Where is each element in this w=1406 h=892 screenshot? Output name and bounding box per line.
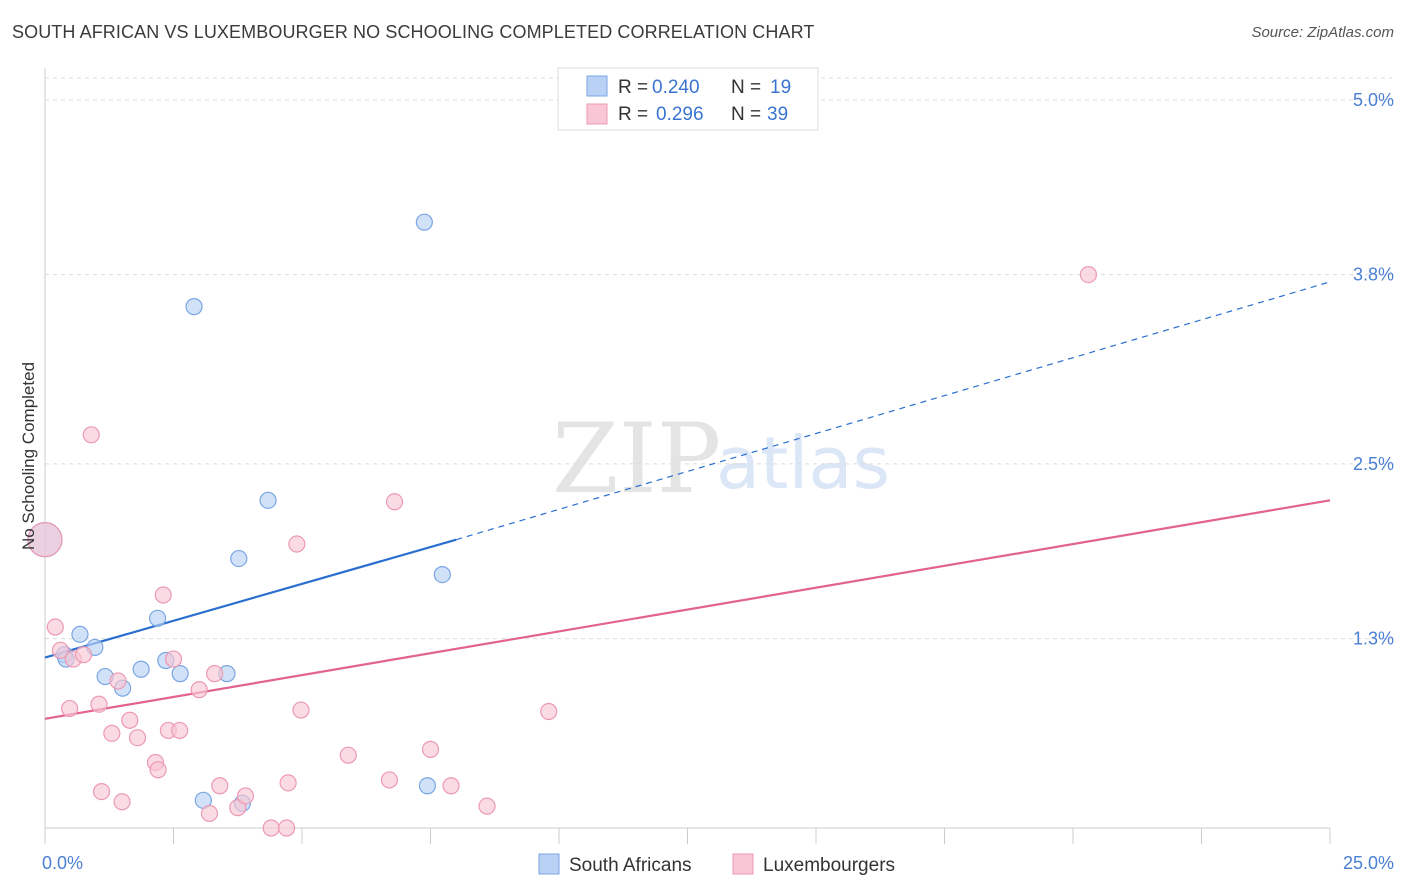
point-luxembourgers: [385, 493, 404, 511]
point-luxembourgers: [154, 586, 172, 604]
point-south-africans: [415, 213, 433, 231]
legend-r-label-0: R =: [618, 77, 648, 98]
legend-n-label-0: N =: [731, 77, 761, 98]
legend-r-value-1: 0.296: [656, 104, 704, 125]
point-luxembourgers: [288, 535, 306, 553]
point-luxembourgers: [292, 701, 310, 719]
watermark-atlas: atlas: [716, 421, 890, 505]
point-luxembourgers: [27, 522, 63, 558]
point-luxembourgers: [190, 681, 208, 699]
point-luxembourgers: [103, 724, 121, 742]
point-luxembourgers: [92, 782, 111, 801]
y-tick-label: 2.5%: [1353, 454, 1394, 474]
point-luxembourgers: [200, 804, 219, 823]
trend-line-luxembourgers: [44, 499, 1331, 720]
point-luxembourgers: [171, 721, 189, 740]
series-legend: South Africans Luxembourgers: [538, 853, 895, 876]
point-luxembourgers: [46, 618, 64, 636]
x-tick-max: 25.0%: [1343, 853, 1394, 873]
point-luxembourgers: [279, 774, 297, 792]
point-south-africans: [230, 549, 248, 568]
point-luxembourgers: [128, 729, 147, 747]
legend-n-value-0: 19: [770, 77, 791, 98]
point-luxembourgers: [277, 819, 296, 837]
point-luxembourgers: [82, 426, 100, 444]
series-legend-swatch-luxembourgers: [732, 853, 754, 875]
series-legend-swatch-south-africans: [538, 853, 560, 875]
point-luxembourgers: [51, 641, 70, 659]
point-luxembourgers: [339, 746, 357, 764]
point-luxembourgers: [113, 793, 131, 811]
trend-line-south-africans-extrapolated: [456, 281, 1331, 541]
point-south-africans: [418, 777, 437, 795]
point-south-africans: [433, 566, 451, 584]
y-tick-labels: 1.3% 2.5% 3.8% 5.0%: [1353, 90, 1394, 649]
point-luxembourgers: [109, 672, 127, 690]
point-luxembourgers: [206, 665, 224, 683]
x-tick-min: 0.0%: [42, 853, 83, 873]
data-points: [27, 213, 1098, 837]
point-luxembourgers: [74, 646, 93, 664]
axes: [44, 68, 1331, 844]
series-legend-luxembourgers: Luxembourgers: [763, 855, 895, 876]
point-south-africans: [185, 298, 203, 316]
correlation-legend: R = 0.240 N = 19 R = 0.296 N = 39: [557, 67, 819, 131]
point-luxembourgers: [380, 771, 398, 789]
point-luxembourgers: [121, 711, 139, 729]
chart-title: SOUTH AFRICAN VS LUXEMBOURGER NO SCHOOLI…: [12, 22, 815, 42]
point-luxembourgers: [61, 699, 79, 718]
point-luxembourgers: [540, 702, 558, 721]
point-luxembourgers: [262, 819, 280, 837]
point-luxembourgers: [236, 787, 255, 805]
point-luxembourgers: [478, 797, 496, 815]
point-luxembourgers: [90, 695, 108, 713]
legend-swatch-south-africans: [586, 75, 608, 97]
watermark: ZIP atlas: [552, 403, 890, 515]
point-luxembourgers: [164, 650, 183, 668]
point-south-africans: [259, 491, 277, 509]
y-axis-label: No Schooling Completed: [19, 362, 38, 550]
point-luxembourgers: [421, 740, 440, 758]
legend-r-label-1: R =: [618, 104, 648, 125]
y-tick-label: 3.8%: [1353, 265, 1394, 285]
legend-swatch-luxembourgers: [586, 103, 608, 125]
point-luxembourgers: [1079, 266, 1098, 284]
y-tick-label: 5.0%: [1353, 90, 1394, 110]
point-luxembourgers: [149, 761, 167, 779]
point-luxembourgers: [442, 777, 460, 795]
trend-lines: [44, 281, 1331, 720]
point-south-africans: [132, 660, 150, 678]
trend-line-south-africans: [44, 538, 457, 659]
point-south-africans: [171, 665, 189, 683]
series-legend-south-africans: South Africans: [569, 855, 692, 876]
point-south-africans: [71, 625, 89, 643]
point-luxembourgers: [211, 777, 229, 795]
point-south-africans: [148, 609, 167, 627]
legend-n-value-1: 39: [767, 104, 788, 125]
source-credit: Source: ZipAtlas.com: [1251, 24, 1394, 41]
grid: [45, 77, 1392, 640]
legend-r-value-0: 0.240: [652, 77, 700, 98]
legend-n-label-1: N =: [731, 104, 761, 125]
y-tick-label: 1.3%: [1353, 629, 1394, 649]
watermark-zip: ZIP: [552, 403, 721, 515]
